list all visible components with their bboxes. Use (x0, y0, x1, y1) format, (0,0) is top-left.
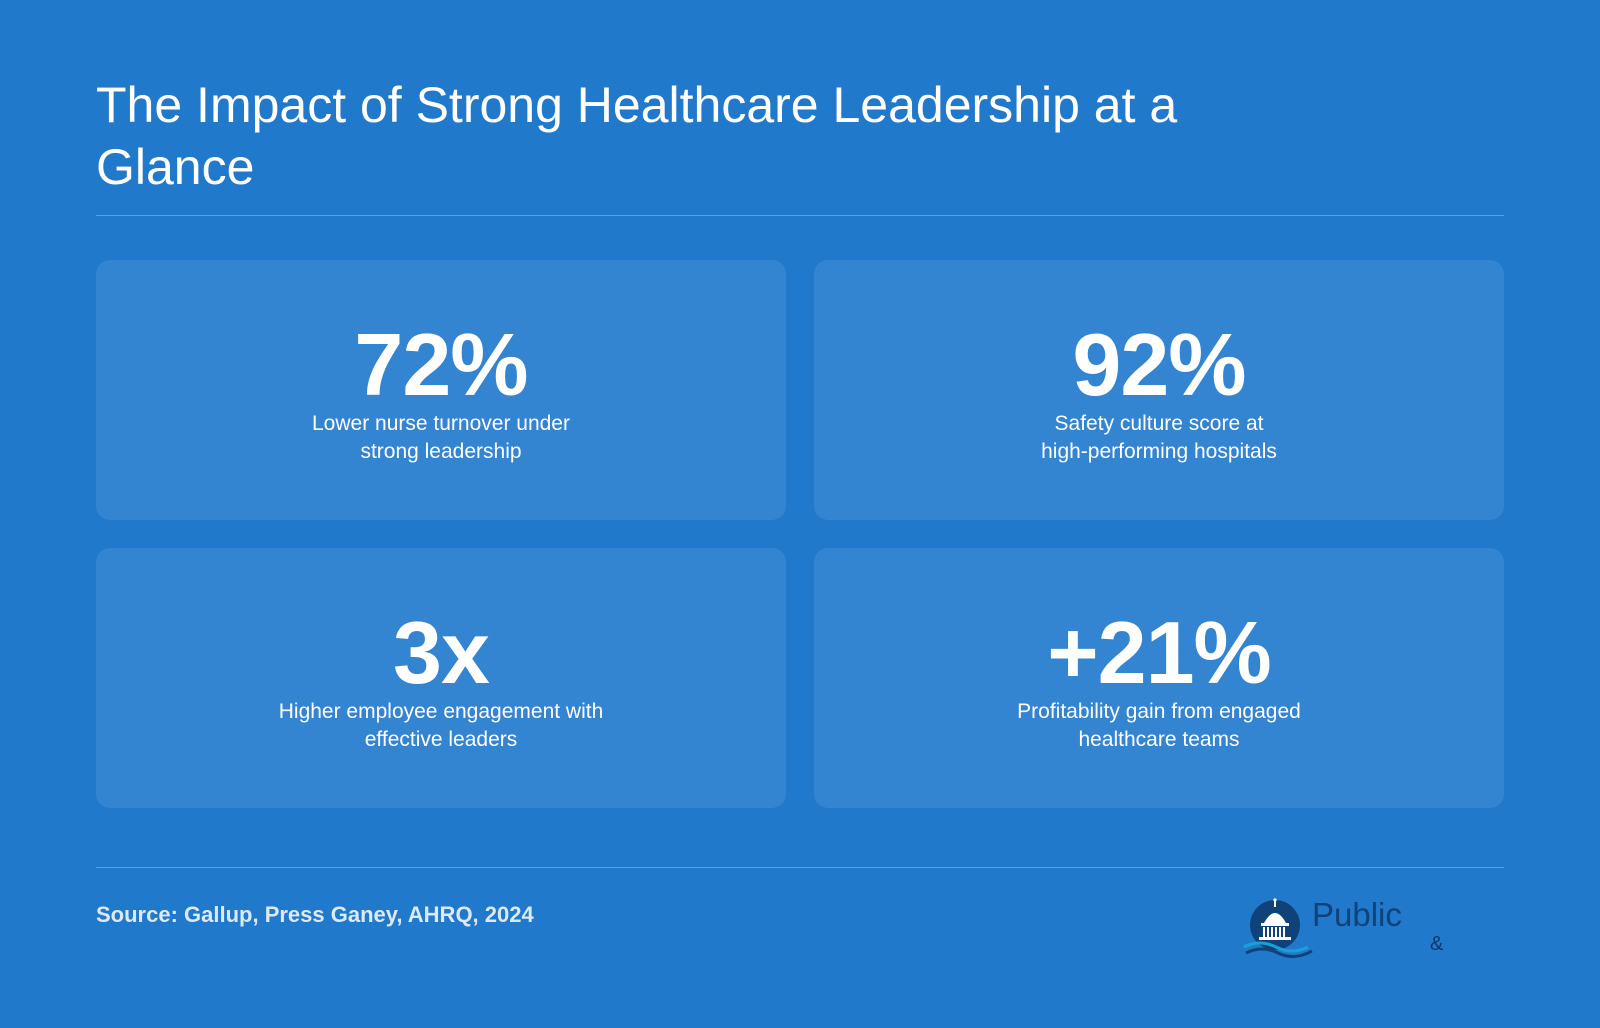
stat-description: Safety culture score at high-performing … (1041, 412, 1277, 463)
organization-logo: Public & (1242, 893, 1512, 961)
stat-value: +21% (1047, 603, 1272, 702)
source-citation: Source: Gallup, Press Ganey, AHRQ, 2024 (96, 902, 534, 927)
stat-description: Lower nurse turnover under strong leader… (312, 412, 570, 463)
footer-divider (96, 867, 1504, 868)
stat-card-employee-engagement: 3x Higher employee engagement with effec… (96, 548, 786, 808)
stat-value: 72% (354, 315, 528, 414)
title-divider (96, 215, 1504, 216)
page-title: The Impact of Strong Healthcare Leadersh… (96, 77, 1178, 195)
stat-description: Profitability gain from engaged healthca… (1017, 700, 1301, 751)
logo-subline: & (1312, 933, 1512, 956)
stat-card-safety-culture: 92% Safety culture score at high-perform… (814, 260, 1504, 520)
logo-wordmark: Public (1312, 896, 1402, 933)
logo-faint-text (1312, 937, 1316, 954)
stat-card-profitability: +21% Profitability gain from engaged hea… (814, 548, 1504, 808)
logo-ampersand: & (1430, 933, 1444, 955)
stat-value: 3x (393, 603, 490, 702)
stat-description: Higher employee engagement with effectiv… (278, 700, 604, 751)
stat-value: 92% (1072, 315, 1246, 414)
stat-card-nurse-turnover: 72% Lower nurse turnover under strong le… (96, 260, 786, 520)
capitol-dome-icon (1243, 898, 1313, 958)
